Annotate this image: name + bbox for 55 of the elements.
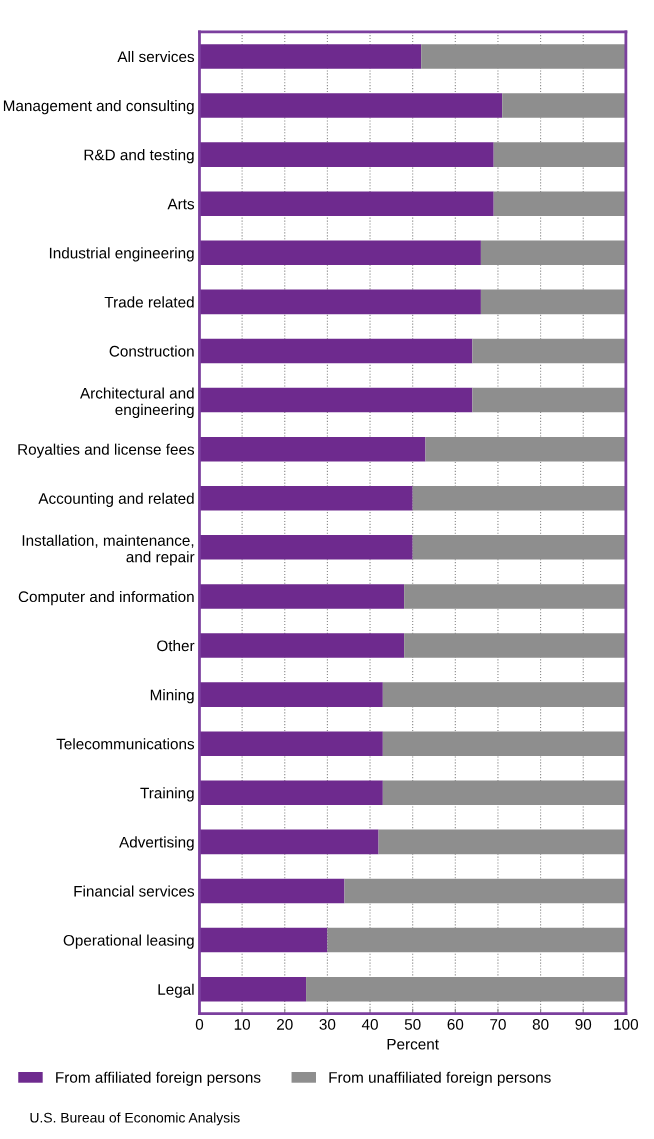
y-tick-label: Management and consulting [3,99,194,115]
y-tick-label: Construction [109,345,194,357]
bar [199,240,481,266]
x-tick-label: 90 [575,1018,592,1030]
bar [199,780,383,806]
x-axis-title: Percent [387,1038,439,1050]
x-tick-label: 80 [532,1018,549,1030]
x-tick-label: 0 [195,1018,204,1030]
legend-label: From unaffiliated foreign persons [329,1071,551,1086]
bar [199,927,328,953]
bar [199,436,426,462]
x-tick-label: 60 [447,1018,464,1030]
y-tick-label: R&D and testing [84,149,194,164]
x-tick-label: 50 [404,1018,421,1030]
y-tick-label: Installation, maintenance, and repair [22,534,195,566]
y-tick-label: Computer and information [18,590,194,606]
bar [199,682,383,707]
y-tick-label: Accounting and related [38,492,194,507]
y-tick-label: Advertising [119,836,194,851]
y-tick-label: Architectural and engineering [80,387,194,419]
y-tick-label: All services [117,50,195,63]
y-tick-label: Operational leasing [63,934,194,949]
y-tick-label: Other [157,639,195,652]
x-tick-label: 20 [277,1018,293,1030]
y-tick-label: Legal [158,983,194,998]
bar [199,878,345,904]
bar [199,485,413,511]
y-tick-label: Mining [150,689,194,704]
y-tick-label: Industrial engineering [49,247,194,262]
bar [199,142,494,167]
y-tick-label: Arts [167,198,195,210]
bar [199,289,481,315]
bar [199,976,307,1002]
x-tick-label: 10 [234,1018,251,1030]
y-tick-label: Royalties and license fees [18,443,195,458]
legend-label: From affiliated foreign persons [56,1071,261,1086]
x-tick-label: 70 [490,1018,506,1030]
bar [199,584,405,609]
y-tick-label: Telecommunications [56,738,195,750]
bar [199,93,503,118]
bar [199,829,379,855]
x-tick-label: 100 [614,1018,639,1030]
x-tick-label: 30 [319,1018,336,1030]
bar [199,44,422,69]
bar [199,535,413,560]
bar [199,633,405,658]
bar [199,731,383,756]
bar [199,191,494,216]
text: U.S. Bureau of Economic Analysis [30,1112,240,1126]
y-tick-label: Training [140,787,194,802]
x-tick-label: 40 [361,1018,378,1030]
y-tick-label: Financial services [74,885,195,897]
bar [199,338,473,364]
y-tick-label: Trade related [104,296,194,308]
bar [199,387,473,413]
